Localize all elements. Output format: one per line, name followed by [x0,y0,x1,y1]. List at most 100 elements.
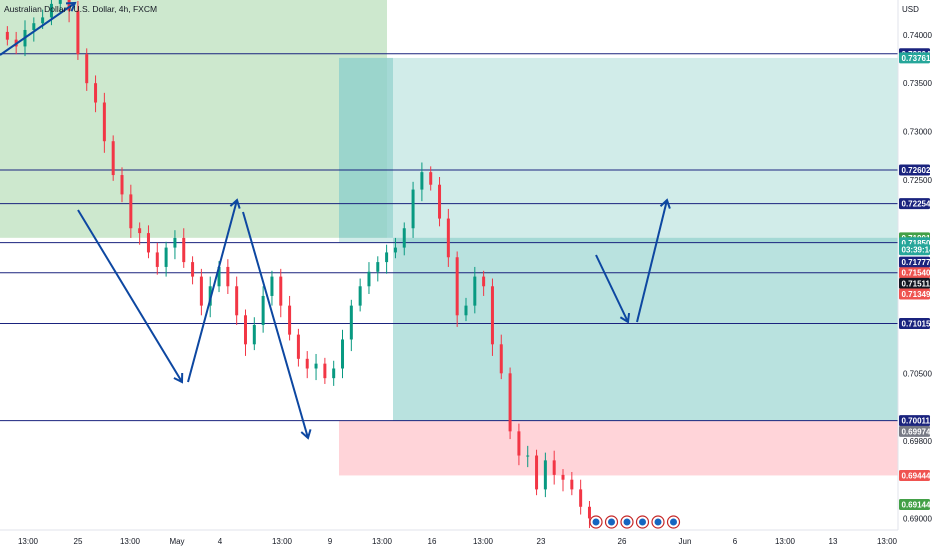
candle-body [76,10,80,55]
price-tag-bg [899,469,930,481]
candle-body [349,305,353,340]
candle-body [102,102,106,142]
time-tick-label: 13:00 [372,537,393,546]
candle-body [341,339,345,369]
zone-target-strong [339,57,393,238]
price-tick-label: 0.69000 [903,514,932,523]
price-tick-label: 0.70500 [903,369,932,378]
candle-body [314,363,318,369]
price-tags-layer: 0.738040.737610.726020.722540.719010.718… [899,48,932,510]
price-axis[interactable]: 0.74000 0.73500 0.73000 0.72500 0.70500 0.698… [903,31,932,524]
economic-event-icon-inner [670,518,677,526]
candle-body [279,276,283,306]
candle-body [32,23,36,30]
candle-body [305,358,309,369]
time-tick-label: 13:00 [120,537,141,546]
candle-body [67,0,71,11]
time-tick-label: 13:00 [272,537,293,546]
candle-body [173,237,177,248]
candle-body [191,262,195,277]
price-tag-bg [899,52,930,64]
candle-body [94,83,98,103]
economic-event-icon-inner [592,518,600,526]
swing-arrow-head [65,1,77,12]
candle-body [482,276,486,287]
time-tick-label: 25 [74,537,83,546]
price-tag-bg [899,415,930,427]
candle-body [252,324,256,345]
candle-body [49,3,53,18]
economic-event-icon-inner [623,518,631,526]
price-tag-label: 0.71511 [902,279,931,288]
event-icons-layer[interactable] [589,515,681,529]
candle-body [5,31,9,40]
candle-body [358,286,362,306]
price-tag-bg [899,164,930,176]
swing-arrow-line [77,209,183,383]
price-tick-label: 0.69800 [903,437,932,446]
candle-body [288,305,292,335]
price-tag-label: 0.70011 [902,417,931,426]
price-tag-bg [899,244,930,256]
candle-body [385,252,389,263]
price-tick-label: 0.72500 [903,176,932,185]
candle-body [587,506,591,519]
price-tag-label: 0.69444 [902,471,931,480]
candle-body [164,247,168,267]
candle-body [464,305,468,316]
candle-body [570,479,574,490]
candle-body [429,172,433,185]
candle-body [182,237,186,263]
candle-body [508,373,512,432]
time-tick-label: May [169,537,184,546]
swing-arrows-layer [0,1,671,440]
candle-body [499,344,503,374]
swing-arrow-line [595,254,629,323]
swing-arrow-head [229,198,241,209]
time-tick-label: Jun [679,537,692,546]
price-tag-label: 0.73761 [902,54,931,63]
time-tick-label: 13:00 [877,537,898,546]
zone-position-open [393,237,898,421]
time-tick-label: 13:00 [18,537,39,546]
price-tag-label: 0.71349 [902,290,931,299]
candle-body [411,189,415,229]
time-tick-label: 23 [537,537,546,546]
candle-body [490,286,494,345]
time-axis[interactable]: 13:00 25 13:00 May 4 13:00 9 13:00 16 13:00 23 26 Ju… [18,537,898,546]
candle-body [129,194,133,229]
candle-body [235,286,239,316]
candle-body [473,276,477,306]
price-tag-bg [899,318,930,330]
price-tag-bg [899,498,930,510]
price-tag-label: 03:39:14 [902,246,932,255]
candle-body [323,363,327,379]
candle-body [199,276,203,306]
candle-body [561,474,565,480]
currency-label: USD [902,5,919,14]
price-tag-label: 0.71850 [902,239,931,248]
candle-body [58,0,62,4]
swing-arrow-head [173,372,184,384]
price-tag-bg [899,198,930,210]
price-tag-label: 0.71540 [902,269,931,278]
candle-body [455,257,459,316]
zone-supply [0,0,387,238]
price-tag-bg [899,267,930,279]
price-tag-bg [899,288,930,300]
candle-body [138,228,142,234]
time-tick-label: 13:00 [775,537,796,546]
candle-body [261,295,265,325]
swing-arrow-line [242,211,309,439]
price-tag-label: 0.72254 [902,200,931,209]
candle-body [535,455,539,490]
candle-body [517,431,521,456]
candle-body [41,17,45,24]
candle-body [420,172,424,190]
swing-arrow-head [300,429,312,440]
candle-body [155,252,159,267]
time-tick-label: 6 [733,537,738,546]
candle-body [543,460,547,490]
time-tick-label: 13:00 [473,537,494,546]
